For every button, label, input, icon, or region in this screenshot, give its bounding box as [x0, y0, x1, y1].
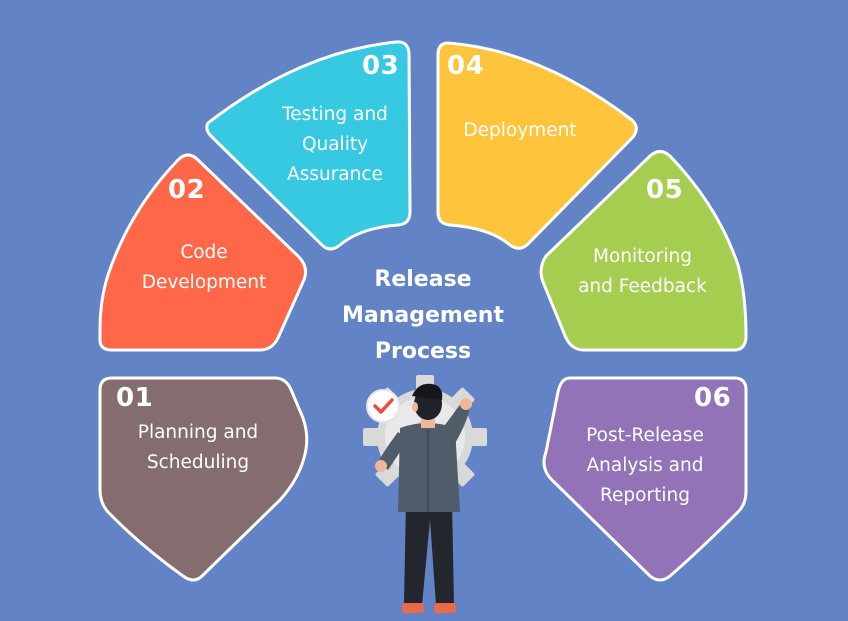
segment-05	[539, 150, 748, 352]
step-label-04: Deployment	[463, 120, 577, 141]
step-label-03: Testing and Quality Assurance	[282, 104, 388, 185]
step-number-01: 01	[116, 383, 154, 413]
person-icon	[375, 383, 472, 613]
diagram-title: Release Management Process	[342, 267, 504, 364]
checkmark-badge-icon	[366, 389, 400, 423]
step-number-03: 03	[362, 51, 400, 81]
segment-04	[436, 41, 638, 250]
segment-01	[98, 376, 309, 582]
step-label-06: Post-Release Analysis and Reporting	[586, 425, 704, 506]
step-number-02: 02	[168, 175, 206, 205]
step-number-04: 04	[447, 51, 485, 81]
step-label-02: Code Development	[141, 242, 267, 293]
segment-03	[205, 40, 412, 251]
segment-06	[542, 376, 748, 582]
segment-02	[98, 153, 308, 352]
step-number-06: 06	[694, 383, 732, 413]
step-label-01: Planning and Scheduling	[137, 422, 259, 473]
step-number-05: 05	[646, 175, 684, 205]
step-label-05: Monitoring and Feedback	[578, 246, 707, 297]
